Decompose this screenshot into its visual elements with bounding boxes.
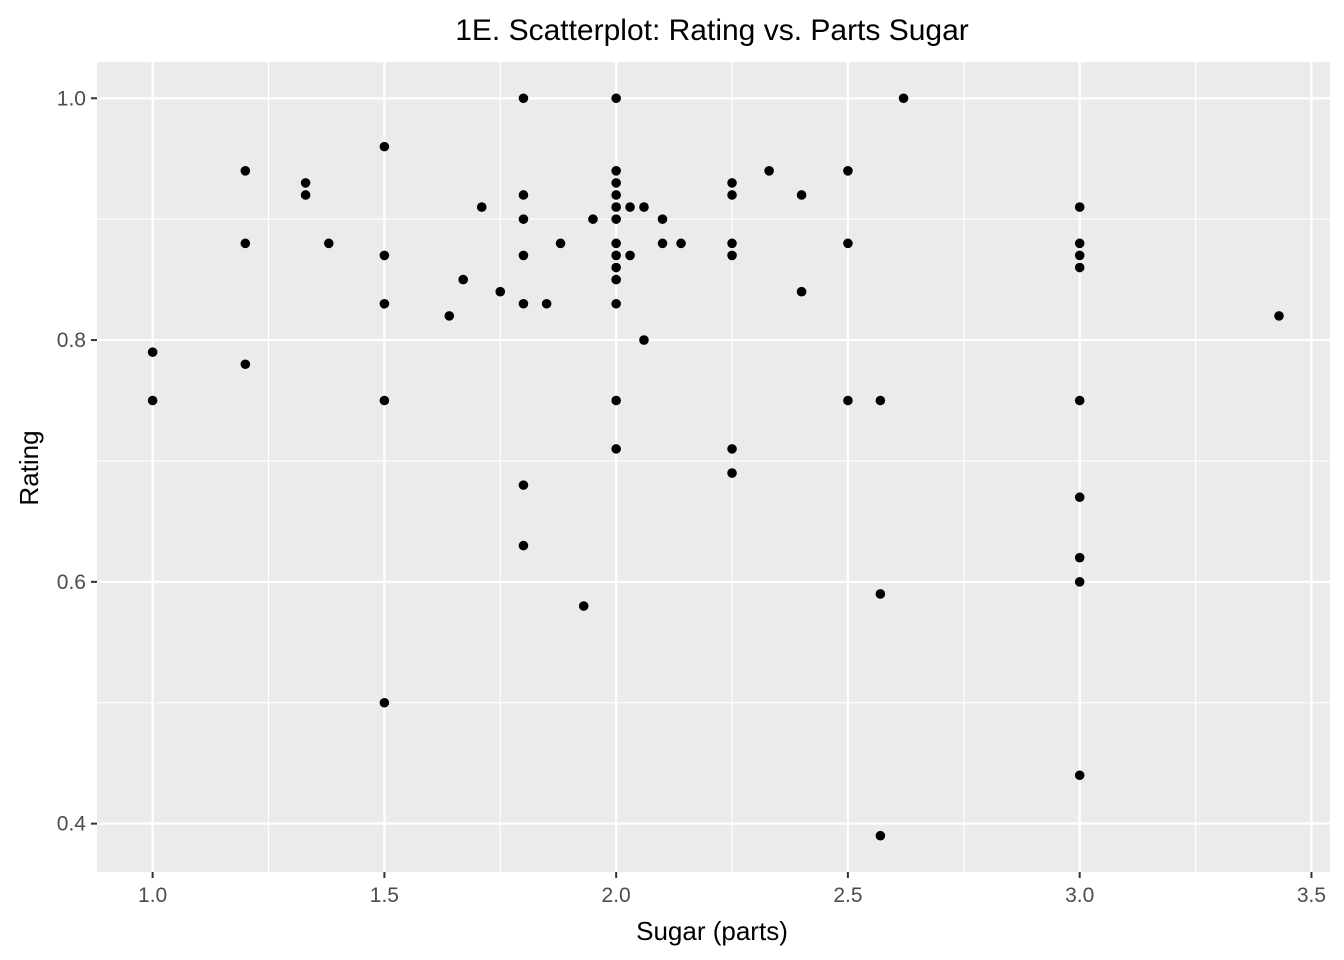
data-point: [875, 395, 886, 406]
data-point: [611, 250, 621, 261]
data-point: [1274, 311, 1284, 321]
data-point: [611, 166, 621, 176]
data-point: [1074, 250, 1085, 261]
data-point: [518, 190, 529, 200]
y-tick-label: 0.6: [57, 571, 86, 594]
y-tick-label: 1.0: [57, 87, 86, 110]
data-point: [555, 238, 566, 249]
data-point: [495, 286, 506, 297]
data-point: [727, 178, 737, 188]
data-point: [611, 214, 621, 224]
data-point: [379, 697, 390, 708]
data-point: [657, 214, 668, 224]
data-point: [611, 238, 621, 249]
data-point: [764, 166, 774, 176]
data-point: [1074, 262, 1085, 273]
data-point: [476, 202, 487, 212]
data-point: [300, 190, 311, 200]
data-point: [639, 202, 649, 212]
y-tick-label: 0.8: [57, 329, 86, 352]
data-point: [875, 589, 886, 599]
x-tick-label: 3.0: [1065, 884, 1094, 907]
data-point: [843, 166, 853, 176]
data-point: [379, 141, 390, 152]
data-point: [727, 444, 737, 454]
data-point: [898, 93, 909, 104]
data-point: [1074, 395, 1085, 406]
data-point: [676, 238, 686, 249]
y-axis-title: Rating: [14, 430, 44, 505]
data-point: [379, 298, 390, 309]
x-tick-label: 2.0: [602, 884, 631, 907]
data-point: [727, 250, 737, 261]
data-point: [588, 214, 598, 224]
data-point: [1074, 770, 1085, 781]
data-point: [611, 93, 621, 104]
data-point: [611, 444, 621, 454]
data-point: [323, 238, 334, 249]
data-point: [379, 250, 390, 261]
x-tick-label: 2.5: [833, 884, 862, 907]
data-point: [611, 178, 621, 188]
data-point: [611, 262, 621, 273]
data-point: [518, 298, 529, 309]
data-point: [611, 395, 621, 406]
data-point: [639, 335, 649, 345]
data-point: [578, 601, 589, 611]
data-point: [1074, 492, 1085, 503]
data-point: [1074, 202, 1085, 212]
data-point: [518, 250, 529, 261]
x-tick-label: 1.0: [138, 884, 167, 907]
data-point: [796, 286, 807, 297]
data-point: [611, 190, 621, 200]
data-point: [657, 238, 668, 249]
y-tick-label: 0.4: [57, 813, 87, 836]
data-point: [444, 311, 455, 321]
data-point: [458, 274, 468, 285]
x-tick-label: 3.5: [1297, 884, 1326, 907]
data-point: [727, 468, 737, 478]
data-point: [518, 93, 529, 104]
data-point: [240, 359, 251, 370]
data-point: [611, 274, 621, 285]
data-point: [379, 395, 390, 406]
data-point: [727, 190, 737, 200]
data-point: [518, 480, 529, 490]
data-point: [843, 238, 853, 249]
data-point: [518, 214, 529, 224]
data-point: [796, 190, 807, 200]
data-point: [611, 298, 621, 309]
data-point: [240, 238, 251, 249]
data-point: [147, 395, 158, 406]
data-point: [625, 202, 635, 212]
plot-panel: [97, 62, 1330, 872]
data-point: [1074, 577, 1085, 587]
data-point: [875, 830, 886, 841]
data-point: [611, 202, 621, 212]
data-point: [240, 166, 251, 176]
chart-title: 1E. Scatterplot: Rating vs. Parts Sugar: [455, 14, 969, 47]
data-points: [147, 93, 1284, 841]
data-point: [300, 178, 311, 188]
data-point: [147, 347, 158, 357]
data-point: [1074, 552, 1085, 563]
data-point: [518, 540, 529, 551]
x-tick-label: 1.5: [370, 884, 399, 907]
data-point: [727, 238, 737, 249]
axis-ticks: 1.0 1.5 2.0 2.5 3.0 3.5 0.4 0.6 0.8 1.0: [57, 87, 1326, 907]
data-point: [843, 395, 853, 406]
data-point: [625, 250, 635, 261]
data-point: [1074, 238, 1085, 249]
x-axis-title: Sugar (parts): [636, 916, 788, 946]
data-point: [541, 298, 552, 309]
